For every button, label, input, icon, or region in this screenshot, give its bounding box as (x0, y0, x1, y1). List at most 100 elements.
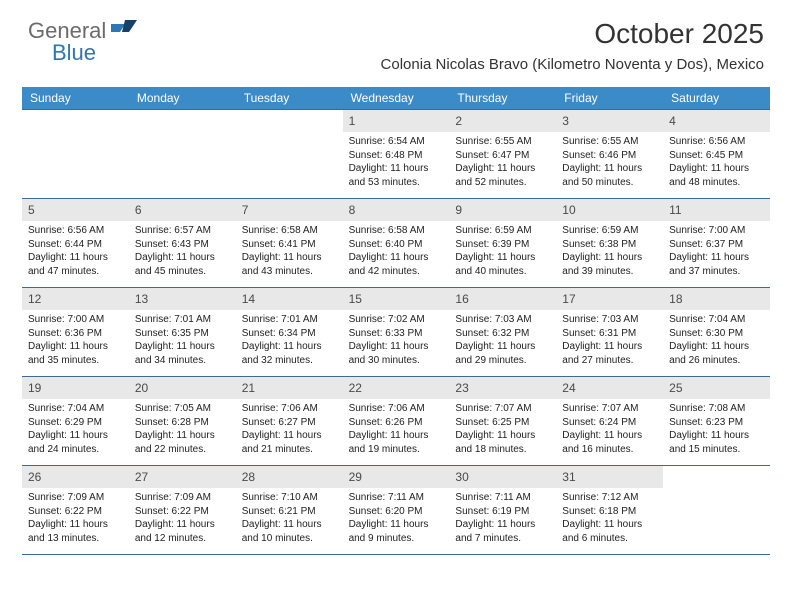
day-details: Sunrise: 7:04 AMSunset: 6:29 PMDaylight:… (28, 402, 123, 456)
day-number: 6 (135, 203, 142, 217)
daylight2-text: and 45 minutes. (135, 265, 230, 279)
day-header: Monday (129, 87, 236, 109)
day-cell: 1Sunrise: 6:54 AMSunset: 6:48 PMDaylight… (343, 110, 450, 198)
sunset-text: Sunset: 6:45 PM (669, 149, 764, 163)
week-row: 12Sunrise: 7:00 AMSunset: 6:36 PMDayligh… (22, 287, 770, 376)
sunrise-text: Sunrise: 7:00 AM (669, 224, 764, 238)
sunrise-text: Sunrise: 7:03 AM (455, 313, 550, 327)
calendar: Sunday Monday Tuesday Wednesday Thursday… (22, 87, 770, 555)
sunset-text: Sunset: 6:22 PM (28, 505, 123, 519)
daylight1-text: Daylight: 11 hours (455, 251, 550, 265)
sunrise-text: Sunrise: 6:55 AM (562, 135, 657, 149)
daylight2-text: and 47 minutes. (28, 265, 123, 279)
sunset-text: Sunset: 6:33 PM (349, 327, 444, 341)
day-number-bar: 20 (129, 377, 236, 399)
daylight1-text: Daylight: 11 hours (135, 251, 230, 265)
day-number-bar: 18 (663, 288, 770, 310)
daylight1-text: Daylight: 11 hours (349, 518, 444, 532)
daylight1-text: Daylight: 11 hours (669, 162, 764, 176)
day-cell: 31Sunrise: 7:12 AMSunset: 6:18 PMDayligh… (556, 466, 663, 554)
sunrise-text: Sunrise: 6:58 AM (242, 224, 337, 238)
day-number: 4 (669, 114, 676, 128)
sunrise-text: Sunrise: 7:04 AM (669, 313, 764, 327)
day-number: 18 (669, 292, 682, 306)
sunrise-text: Sunrise: 6:54 AM (349, 135, 444, 149)
sunrise-text: Sunrise: 7:11 AM (455, 491, 550, 505)
day-cell: 6Sunrise: 6:57 AMSunset: 6:43 PMDaylight… (129, 199, 236, 287)
day-header: Sunday (22, 87, 129, 109)
sunset-text: Sunset: 6:31 PM (562, 327, 657, 341)
day-details: Sunrise: 6:54 AMSunset: 6:48 PMDaylight:… (349, 135, 444, 189)
day-number-bar: 12 (22, 288, 129, 310)
day-number: 20 (135, 381, 148, 395)
day-number: 23 (455, 381, 468, 395)
sunset-text: Sunset: 6:34 PM (242, 327, 337, 341)
day-cell: 13Sunrise: 7:01 AMSunset: 6:35 PMDayligh… (129, 288, 236, 376)
sunrise-text: Sunrise: 7:06 AM (242, 402, 337, 416)
sunset-text: Sunset: 6:19 PM (455, 505, 550, 519)
day-number: 16 (455, 292, 468, 306)
daylight2-text: and 40 minutes. (455, 265, 550, 279)
day-header: Tuesday (236, 87, 343, 109)
daylight2-text: and 7 minutes. (455, 532, 550, 546)
day-cell: 7Sunrise: 6:58 AMSunset: 6:41 PMDaylight… (236, 199, 343, 287)
day-cell: 8Sunrise: 6:58 AMSunset: 6:40 PMDaylight… (343, 199, 450, 287)
sunrise-text: Sunrise: 6:59 AM (455, 224, 550, 238)
sunset-text: Sunset: 6:38 PM (562, 238, 657, 252)
sunrise-text: Sunrise: 6:56 AM (28, 224, 123, 238)
day-header: Thursday (449, 87, 556, 109)
day-details: Sunrise: 6:55 AMSunset: 6:46 PMDaylight:… (562, 135, 657, 189)
day-number: 8 (349, 203, 356, 217)
week-row: 19 Sunrise: 7:04 AMSunset: 6:29 PMDayligh… (22, 376, 770, 465)
day-cell: 2 Sunrise: 6:55 AMSunset: 6:47 PMDaylight… (449, 110, 556, 198)
sunset-text: Sunset: 6:32 PM (455, 327, 550, 341)
day-details: Sunrise: 7:01 AMSunset: 6:34 PMDaylight:… (242, 313, 337, 367)
day-number-bar: 26 (22, 466, 129, 488)
day-number-bar: 7 (236, 199, 343, 221)
day-cell: 12Sunrise: 7:00 AMSunset: 6:36 PMDayligh… (22, 288, 129, 376)
sunset-text: Sunset: 6:40 PM (349, 238, 444, 252)
day-number: 7 (242, 203, 249, 217)
day-number-bar: 5 (22, 199, 129, 221)
day-number: 19 (28, 381, 41, 395)
daylight1-text: Daylight: 11 hours (242, 518, 337, 532)
sunset-text: Sunset: 6:47 PM (455, 149, 550, 163)
logo-flag-icon (111, 20, 137, 43)
day-details: Sunrise: 6:56 AMSunset: 6:45 PMDaylight:… (669, 135, 764, 189)
day-number-bar: 21 (236, 377, 343, 399)
day-details: Sunrise: 7:06 AMSunset: 6:27 PMDaylight:… (242, 402, 337, 456)
daylight2-text: and 27 minutes. (562, 354, 657, 368)
daylight1-text: Daylight: 11 hours (562, 251, 657, 265)
logo: General Blue (28, 18, 139, 44)
day-details: Sunrise: 7:09 AMSunset: 6:22 PMDaylight:… (28, 491, 123, 545)
sunrise-text: Sunrise: 7:12 AM (562, 491, 657, 505)
day-number: 28 (242, 470, 255, 484)
day-number-bar: 6 (129, 199, 236, 221)
sunset-text: Sunset: 6:26 PM (349, 416, 444, 430)
sunset-text: Sunset: 6:48 PM (349, 149, 444, 163)
day-number-bar: 28 (236, 466, 343, 488)
daylight2-text: and 6 minutes. (562, 532, 657, 546)
daylight1-text: Daylight: 11 hours (562, 518, 657, 532)
daylight1-text: Daylight: 11 hours (28, 429, 123, 443)
daylight2-text: and 43 minutes. (242, 265, 337, 279)
day-details: Sunrise: 7:01 AMSunset: 6:35 PMDaylight:… (135, 313, 230, 367)
day-cell (663, 466, 770, 554)
day-number-bar: 19 (22, 377, 129, 399)
day-details: Sunrise: 7:02 AMSunset: 6:33 PMDaylight:… (349, 313, 444, 367)
day-number: 21 (242, 381, 255, 395)
day-cell: 22Sunrise: 7:06 AMSunset: 6:26 PMDayligh… (343, 377, 450, 465)
daylight1-text: Daylight: 11 hours (455, 162, 550, 176)
day-number: 2 (455, 114, 462, 128)
day-header: Friday (556, 87, 663, 109)
day-number: 30 (455, 470, 468, 484)
day-number: 9 (455, 203, 462, 217)
day-details: Sunrise: 7:08 AMSunset: 6:23 PMDaylight:… (669, 402, 764, 456)
day-number-bar: 30 (449, 466, 556, 488)
day-cell: 20Sunrise: 7:05 AMSunset: 6:28 PMDayligh… (129, 377, 236, 465)
daylight2-text: and 42 minutes. (349, 265, 444, 279)
daylight1-text: Daylight: 11 hours (349, 429, 444, 443)
daylight1-text: Daylight: 11 hours (455, 340, 550, 354)
sunset-text: Sunset: 6:22 PM (135, 505, 230, 519)
day-details: Sunrise: 6:55 AMSunset: 6:47 PMDaylight:… (455, 135, 550, 189)
